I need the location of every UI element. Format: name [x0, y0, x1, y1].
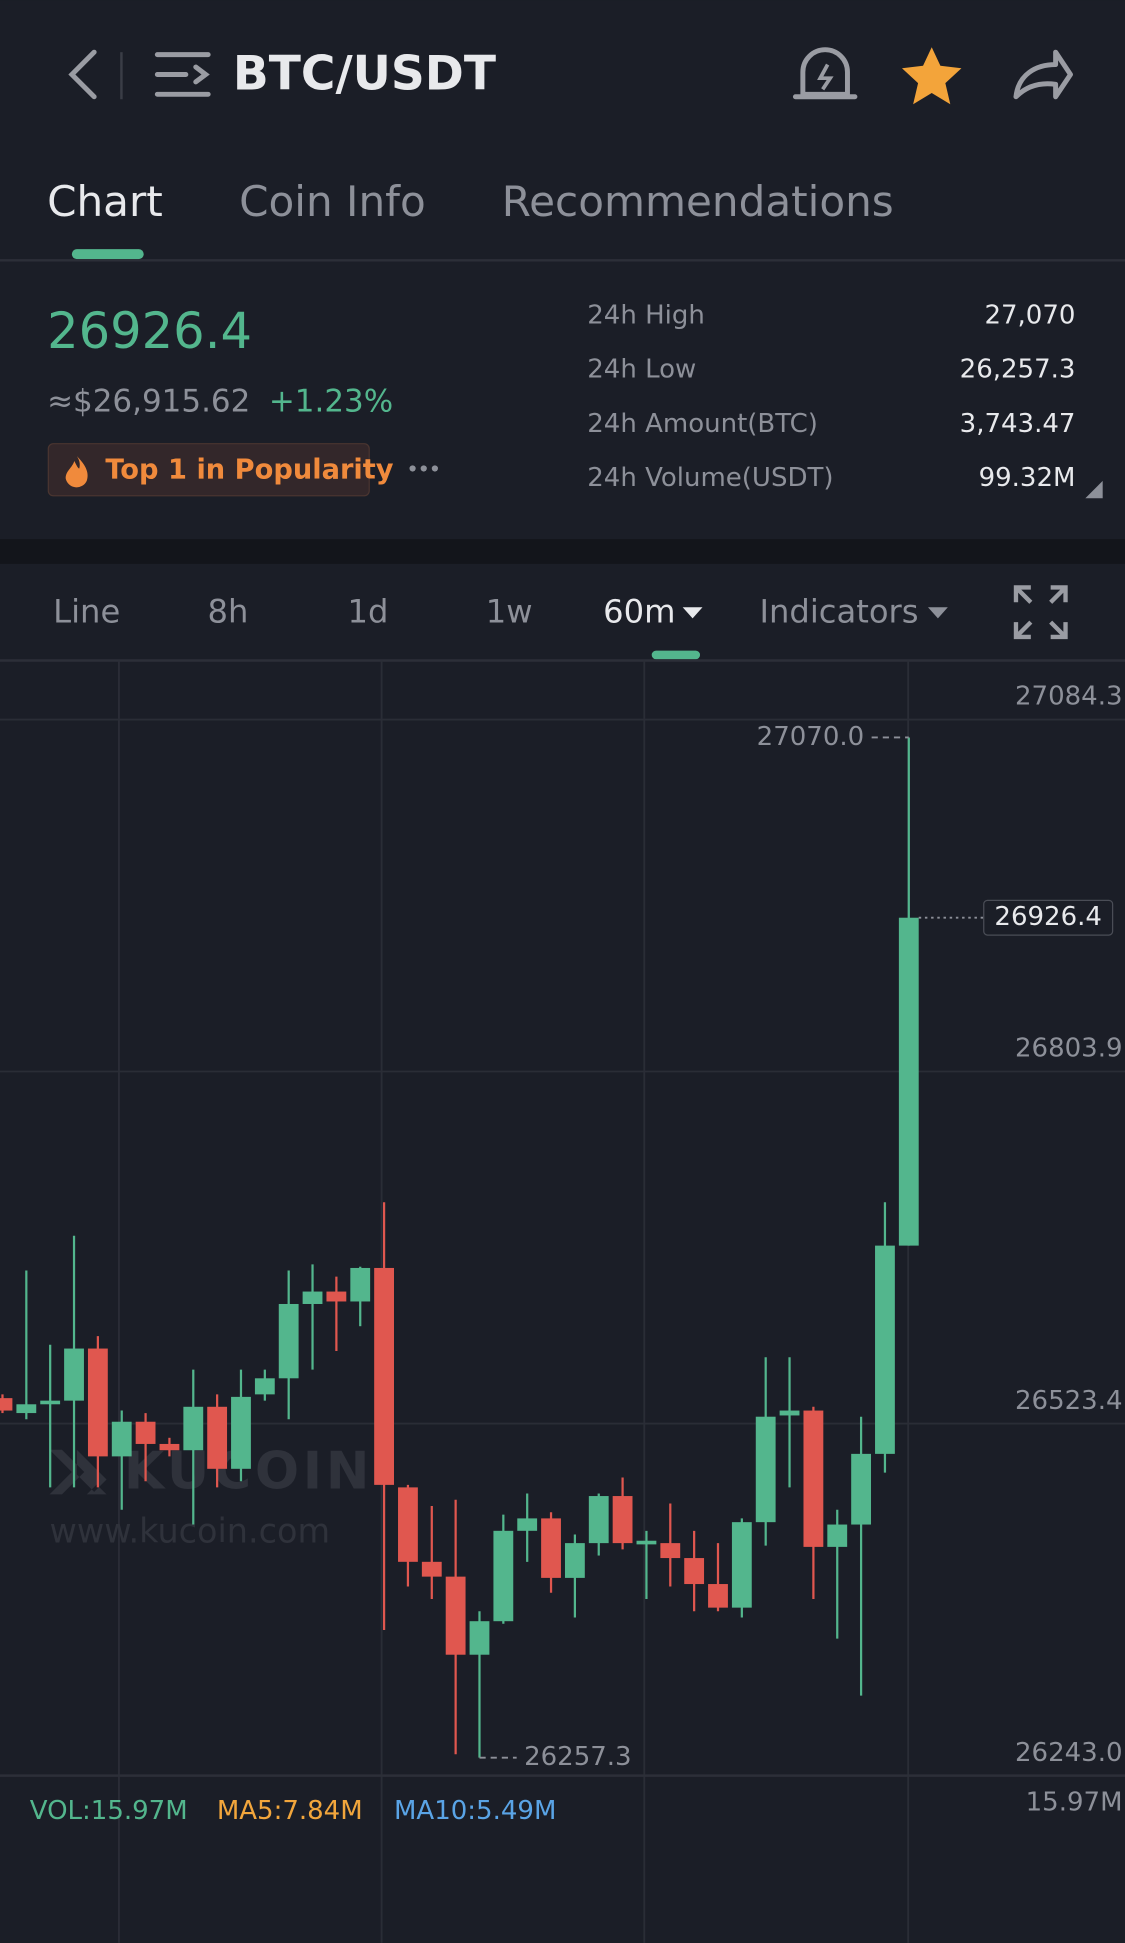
candle-body: [755, 1416, 776, 1523]
watermark-url: www.kucoin.com: [50, 1511, 330, 1550]
ma10-legend: MA10:5.49M: [394, 1796, 556, 1826]
candle-body: [40, 1400, 61, 1405]
candle-body: [350, 1267, 371, 1302]
last-price: 26926.4: [47, 302, 252, 360]
candle-body: [469, 1621, 490, 1655]
candle-body: [660, 1543, 681, 1559]
interval[interactable]: 1d: [348, 592, 389, 630]
candle-body: [803, 1410, 824, 1547]
dropdown-arrow: [682, 607, 703, 619]
menu-button[interactable]: [154, 52, 211, 97]
interval[interactable]: Line: [53, 592, 120, 630]
candle-body: [708, 1584, 728, 1608]
back-button[interactable]: [68, 49, 97, 100]
candle-body: [779, 1410, 800, 1416]
stat-value: 99.32M: [979, 463, 1076, 493]
tab[interactable]: Chart: [47, 177, 163, 226]
candle-body: [612, 1496, 633, 1544]
candle-body: [64, 1348, 84, 1401]
dropdown-arrow: [928, 607, 948, 619]
price-change: +1.23%: [269, 383, 393, 419]
candle-body: [588, 1496, 609, 1544]
candle-body: [684, 1558, 705, 1585]
candle-body: [493, 1530, 514, 1622]
candle-body: [421, 1561, 442, 1577]
candle-body: [183, 1406, 204, 1451]
tab-indicator: [71, 249, 144, 260]
candle-body: [445, 1576, 466, 1655]
candle-body: [374, 1267, 394, 1485]
candle-body: [16, 1404, 37, 1414]
y-tick-label: 27084.3: [1015, 682, 1123, 712]
stat-label: 24h Low: [587, 355, 696, 385]
candle-body: [564, 1543, 585, 1578]
badge[interactable]: [47, 443, 370, 497]
interval-indicator: [651, 650, 701, 660]
indicators-button[interactable]: Indicators: [759, 592, 918, 630]
fire-icon: [65, 456, 88, 488]
stat-value: 26,257.3: [960, 355, 1076, 385]
candle-body: [398, 1487, 418, 1562]
candle-body: [898, 917, 919, 1246]
candle-body: [517, 1518, 538, 1531]
candle-body: [0, 1398, 13, 1411]
fullscreen-button[interactable]: [1013, 585, 1068, 640]
stat-label: 24h High: [587, 301, 705, 331]
stat-label: 24h Amount(BTC): [587, 409, 818, 439]
corner-triangle: [1085, 480, 1103, 499]
alert-button[interactable]: [792, 47, 858, 100]
ma5-legend: MA5:7.84M: [217, 1796, 363, 1826]
tab[interactable]: Coin Info: [239, 177, 426, 226]
low-label: 26257.3: [524, 1742, 632, 1772]
candle-body: [278, 1303, 299, 1379]
candle-body: [135, 1421, 156, 1444]
candle-body: [326, 1291, 347, 1302]
tab[interactable]: Recommendations: [502, 177, 894, 226]
share-button[interactable]: [1013, 49, 1073, 100]
candle-body: [302, 1291, 323, 1304]
candle-body: [851, 1453, 872, 1525]
badge-text: Top 1 in Popularity: [105, 454, 393, 485]
interval-active[interactable]: 60m: [603, 592, 675, 630]
favorite-star[interactable]: [901, 47, 962, 105]
candle-body: [159, 1443, 180, 1451]
last-price-box: [983, 899, 1114, 936]
more-button[interactable]: [409, 465, 438, 472]
candle-body: [111, 1421, 132, 1457]
candle-body: [207, 1406, 228, 1469]
interval[interactable]: 1w: [486, 592, 533, 630]
volume-legend: VOL:15.97M: [30, 1796, 188, 1826]
candle-body: [731, 1522, 752, 1608]
section-gap: [0, 539, 1125, 564]
usd-price: ≈$26,915.62: [47, 383, 250, 419]
pair-title: BTC/USDT: [233, 46, 496, 101]
y-tick-label: 26243.0: [1015, 1738, 1123, 1768]
candle-body: [254, 1378, 275, 1395]
last-price-label: 26926.4: [994, 902, 1102, 932]
stat-value: 27,070: [984, 301, 1075, 331]
candle-body: [636, 1540, 657, 1545]
candle-body: [541, 1518, 561, 1578]
y-tick-label: 26803.9: [1015, 1034, 1123, 1064]
interval[interactable]: 8h: [208, 592, 249, 630]
high-label: 27070.0: [757, 722, 865, 752]
candle-body: [827, 1524, 848, 1547]
y-tick-label: 26523.4: [1015, 1386, 1123, 1416]
stat-label: 24h Volume(USDT): [587, 463, 833, 493]
candle-body: [231, 1396, 251, 1469]
candle-body: [875, 1245, 895, 1454]
volume-axis-label: 15.97M: [1026, 1787, 1123, 1817]
candle-body: [87, 1348, 108, 1457]
stat-value: 3,743.47: [960, 409, 1076, 439]
